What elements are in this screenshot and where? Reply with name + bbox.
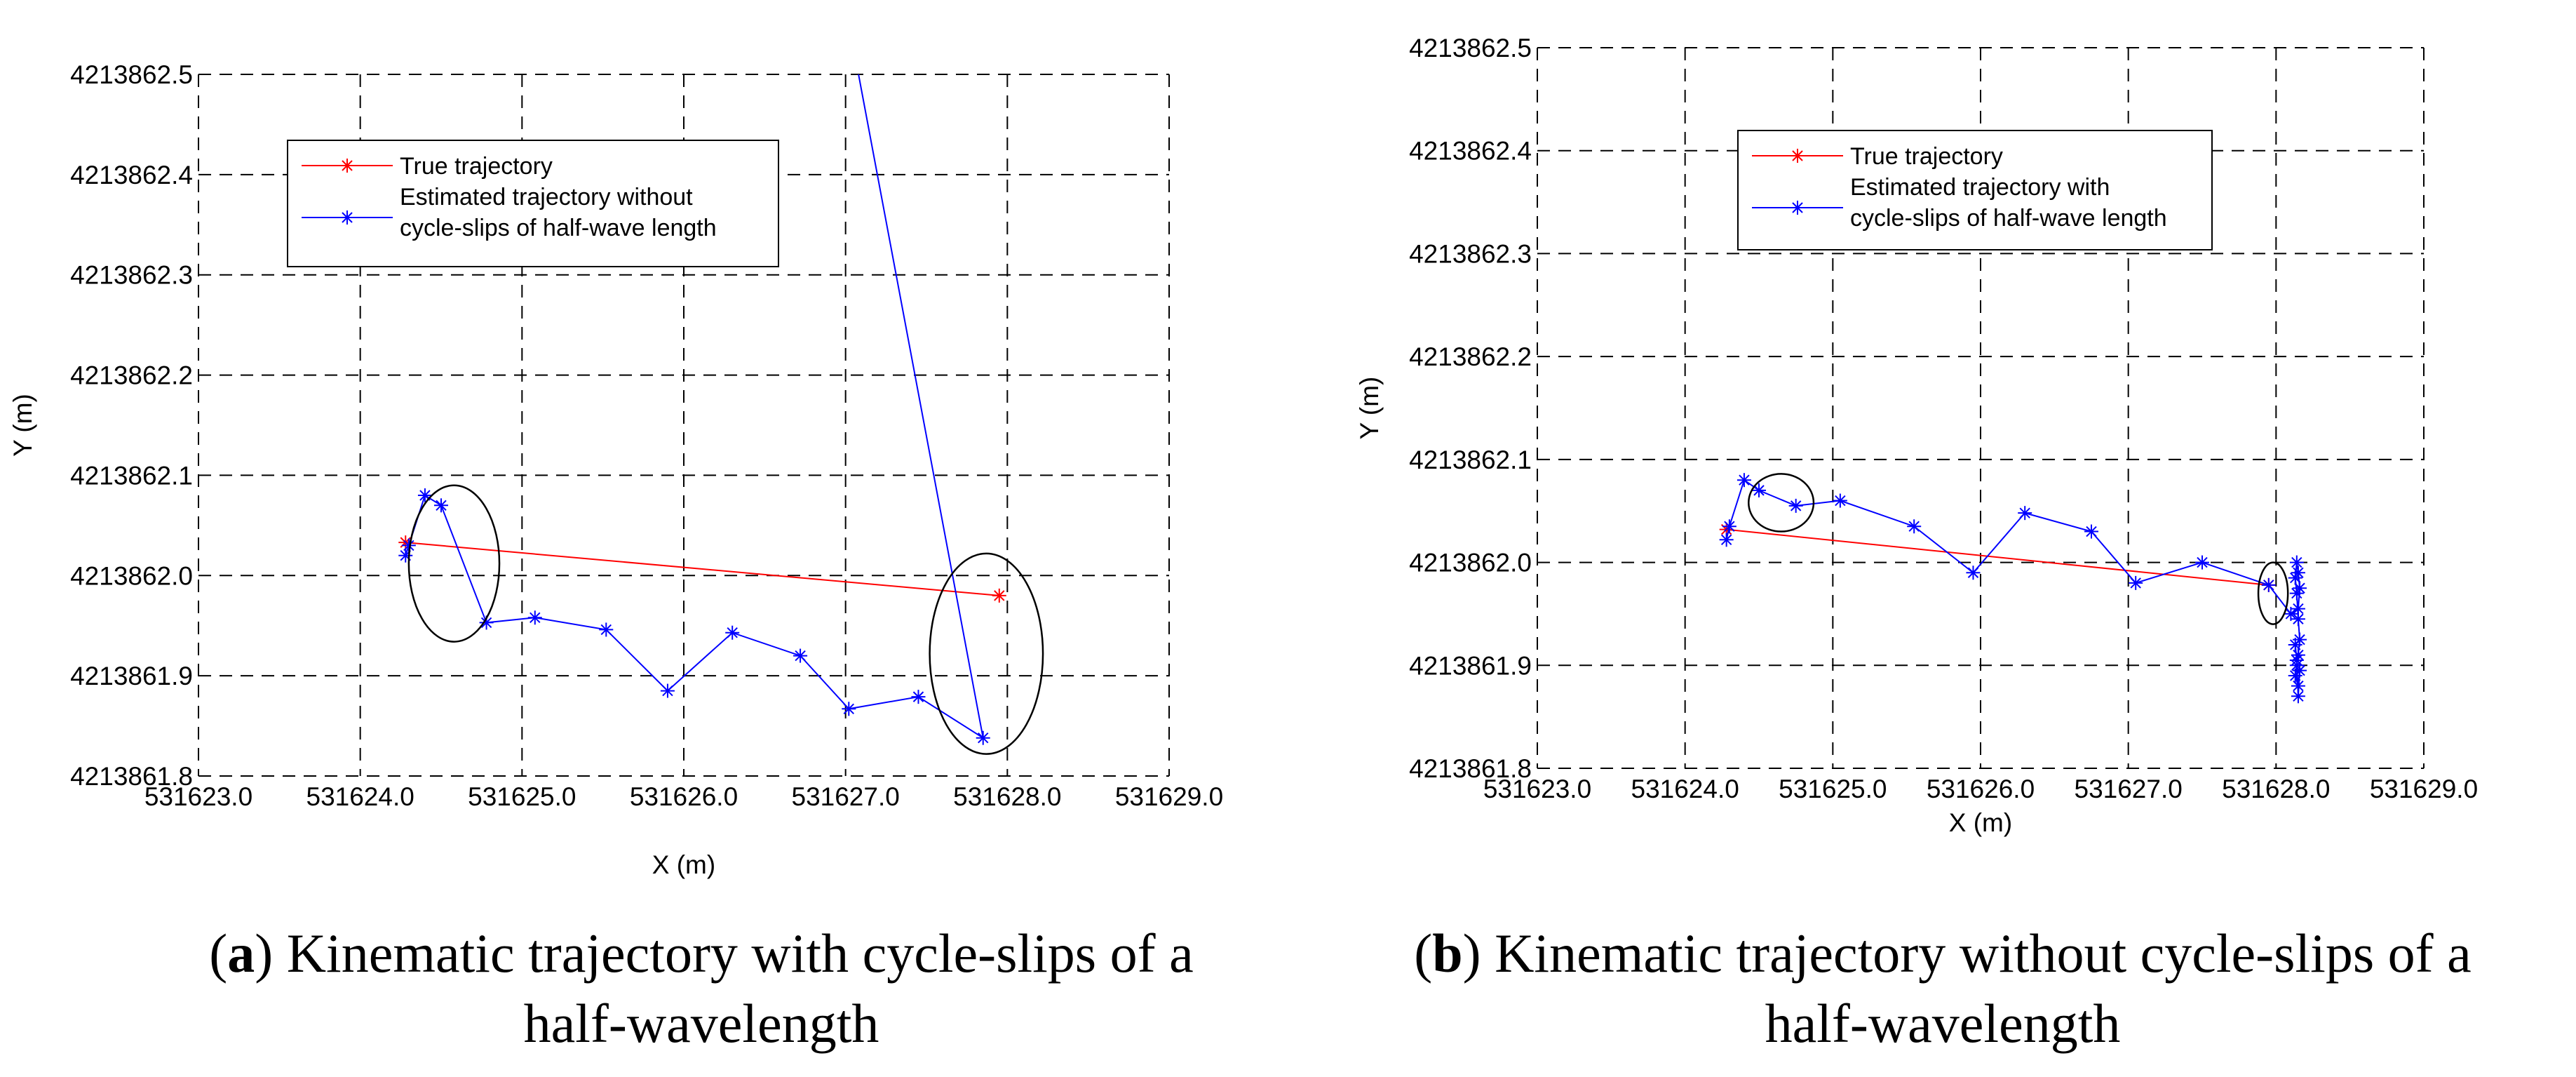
- estimated-trajectory-point: [660, 683, 675, 698]
- y-tick-label: 4213861.8: [1409, 754, 1532, 783]
- legend-marker: [340, 210, 354, 225]
- estimated-trajectory-point: [976, 730, 990, 745]
- estimated-trajectory-point: [2284, 606, 2298, 621]
- caption-a-line2: half-wavelength: [524, 993, 879, 1054]
- estimated-trajectory-point: [1788, 498, 1803, 513]
- y-tick-label: 4213861.9: [1409, 651, 1532, 680]
- estimated-trajectory-point: [793, 648, 808, 663]
- legend-box: [1737, 130, 2213, 250]
- plot-area: [398, 74, 1044, 755]
- legend-marker: [1791, 201, 1805, 215]
- y-tick-label: 4213862.2: [70, 361, 193, 390]
- estimated-trajectory-point: [842, 702, 856, 716]
- y-tick-label: 4213861.9: [70, 662, 193, 690]
- estimated-trajectory-point: [434, 498, 448, 513]
- estimated-trajectory-point: [1722, 519, 1737, 534]
- estimated-trajectory-point: [1833, 493, 1847, 508]
- x-tick-label: 531624.0: [306, 782, 414, 811]
- legend-label: True trajectory: [1850, 143, 2003, 170]
- estimated-trajectory-point: [1966, 566, 1981, 580]
- y-tick-label: 4213862.3: [1409, 239, 1532, 268]
- estimated-trajectory-point: [1737, 473, 1751, 488]
- legend-marker: [1791, 149, 1805, 163]
- y-tick-label: 4213862.5: [70, 60, 193, 89]
- x-tick-label: 531623.0: [1483, 775, 1591, 803]
- x-tick-label: 531626.0: [630, 782, 738, 811]
- estimated-trajectory-point: [911, 690, 926, 704]
- estimated-trajectory-line: [405, 74, 985, 740]
- y-tick-label: 4213862.1: [70, 461, 193, 490]
- estimated-trajectory-point: [2289, 586, 2304, 601]
- y-tick-label: 4213862.3: [70, 261, 193, 290]
- estimated-trajectory-point: [2288, 637, 2302, 652]
- y-tick-label: 4213862.0: [1409, 549, 1532, 577]
- estimated-trajectory-point: [2291, 689, 2305, 704]
- legend-label: cycle-slips of half-wave length: [1850, 205, 2167, 232]
- x-tick-label: 531625.0: [1779, 775, 1887, 803]
- chart-panel-a: 531623.0 531624.0 531625.0 531626.0 531627.0…: [8, 60, 1223, 879]
- x-tick-label: 531629.0: [1115, 782, 1223, 811]
- estimated-trajectory-point: [725, 625, 740, 640]
- y-tick-label: 4213862.4: [1409, 137, 1532, 166]
- caption-b-line1: (b) Kinematic trajectory without cycle-s…: [1414, 923, 2472, 984]
- legend-label: True trajectory: [400, 153, 553, 180]
- estimated-trajectory-point: [1719, 533, 1734, 547]
- legend: True trajectory Estimated trajectory with…: [287, 140, 779, 267]
- caption-b-line2: half-wavelength: [1765, 993, 2121, 1054]
- x-tick-label: 531628.0: [953, 782, 1061, 811]
- y-tick-label: 4213862.4: [70, 161, 193, 189]
- estimated-trajectory-point: [1907, 519, 1922, 534]
- estimated-trajectory-point: [1752, 483, 1766, 497]
- estimated-trajectory-point: [2288, 570, 2302, 585]
- highlight-ellipse: [1748, 473, 1815, 533]
- legend-label: Estimated trajectory without: [400, 184, 693, 210]
- y-tick-label: 4213861.8: [70, 762, 193, 791]
- x-tick-label: 531626.0: [1927, 775, 2035, 803]
- x-axis-label: X (m): [652, 850, 715, 879]
- highlight-ellipse: [407, 484, 501, 643]
- chart-panel-b: 531623.0 531624.0 531625.0 531626.0 531627.0…: [1355, 34, 2478, 837]
- y-axis-label: Y (m): [1355, 377, 1384, 440]
- y-tick-label: 4213862.0: [70, 561, 193, 590]
- x-tick-label: 531629.0: [2370, 775, 2478, 803]
- estimated-trajectory-point: [2293, 663, 2307, 678]
- x-axis-label: X (m): [1949, 808, 2012, 837]
- estimated-trajectory-point: [2289, 555, 2304, 570]
- estimated-trajectory-point: [2291, 612, 2305, 627]
- estimated-trajectory-point: [417, 488, 432, 502]
- x-tick-label: 531624.0: [1631, 775, 1739, 803]
- plot-area: [1719, 473, 2307, 704]
- legend-box: [287, 140, 779, 267]
- estimated-trajectory-point: [2289, 653, 2304, 667]
- caption-a-line1: (a) Kinematic trajectory with cycle-slip…: [209, 923, 1194, 984]
- y-axis-label: Y (m): [8, 394, 37, 457]
- y-tick-label: 4213862.5: [1409, 34, 1532, 62]
- true-trajectory-point: [992, 588, 1006, 603]
- estimated-trajectory-point: [599, 622, 614, 637]
- x-tick-label: 531628.0: [2222, 775, 2330, 803]
- x-tick-label: 531627.0: [2075, 775, 2183, 803]
- true-trajectory-line: [405, 542, 999, 596]
- estimated-trajectory-point: [2129, 575, 2143, 590]
- highlight-ellipse: [2257, 561, 2289, 625]
- estimated-trajectory-point: [2291, 678, 2305, 693]
- y-tick-label: 4213862.1: [1409, 446, 1532, 474]
- x-tick-label: 531627.0: [792, 782, 900, 811]
- estimated-trajectory-point: [2084, 524, 2098, 539]
- highlight-ellipse: [929, 552, 1044, 755]
- legend-label: cycle-slips of half-wave length: [400, 215, 717, 241]
- y-tick-label: 4213862.2: [1409, 342, 1532, 371]
- legend-label: Estimated trajectory with: [1850, 174, 2110, 201]
- estimated-trajectory-point: [2261, 577, 2276, 592]
- estimated-trajectory-point: [2018, 506, 2032, 521]
- estimated-trajectory-point: [527, 610, 542, 625]
- x-tick-label: 531625.0: [468, 782, 576, 811]
- estimated-trajectory-point: [398, 548, 413, 563]
- x-tick-label: 531623.0: [144, 782, 252, 811]
- true-trajectory-line: [1726, 528, 2269, 586]
- legend: True trajectory Estimated trajectory with…: [1737, 130, 2213, 250]
- estimated-trajectory-point: [2195, 555, 2209, 570]
- legend-marker: [340, 159, 354, 173]
